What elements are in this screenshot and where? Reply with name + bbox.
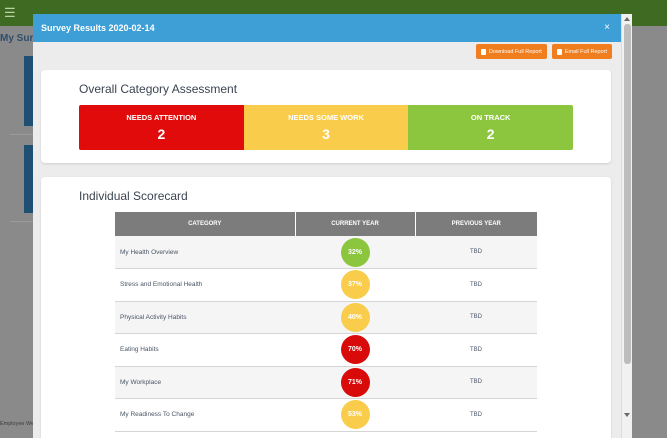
download-report-label: Download Full Report <box>488 48 542 55</box>
assessment-bar: NEEDS ATTENTION 2 NEEDS SOME WORK 3 ON T… <box>79 105 574 150</box>
individual-scorecard-panel: Individual Scorecard CATEGORY CURRENT YE… <box>41 177 611 438</box>
assessment-label: NEEDS ATTENTION <box>126 113 197 122</box>
table-row: My Health Overview 32% TBD <box>115 236 537 269</box>
panel-title: Individual Scorecard <box>79 189 188 203</box>
table-row: My Workplace 71% TBD <box>115 366 537 399</box>
previous-year-cell: TBD <box>415 268 537 302</box>
previous-year-cell: TBD <box>415 301 537 334</box>
download-report-button[interactable]: Download Full Report <box>475 44 547 59</box>
category-cell: Physical Activity Habits <box>115 301 295 334</box>
table-row: Eating Habits 70% TBD <box>115 333 537 367</box>
current-year-cell: 37% <box>295 268 415 302</box>
needs-some-work-cell: NEEDS SOME WORK 3 <box>243 105 409 150</box>
hamburger-menu-icon[interactable]: ☰ <box>4 5 16 20</box>
survey-results-modal: Survey Results 2020-02-14 × Download Ful… <box>33 14 632 438</box>
previous-year-cell: TBD <box>415 366 537 399</box>
table-header-row: CATEGORY CURRENT YEAR PREVIOUS YEAR <box>115 212 537 236</box>
overall-assessment-panel: Overall Category Assessment NEEDS ATTENT… <box>41 70 611 163</box>
scroll-up-arrow-icon[interactable] <box>624 17 630 21</box>
assessment-count: 2 <box>486 126 495 142</box>
current-year-cell: 40% <box>295 301 415 334</box>
score-badge: 32% <box>340 237 370 267</box>
category-cell: Stress and Emotional Health <box>115 268 295 302</box>
modal-scrollbar[interactable] <box>621 14 632 438</box>
score-badge: 70% <box>340 335 370 365</box>
score-badge: 53% <box>340 400 370 430</box>
panel-title: Overall Category Assessment <box>79 82 238 96</box>
close-icon[interactable]: × <box>604 22 610 33</box>
scorecard-table: CATEGORY CURRENT YEAR PREVIOUS YEAR My H… <box>115 212 537 432</box>
background-card <box>24 145 34 213</box>
file-icon <box>480 48 486 55</box>
score-badge: 71% <box>340 367 370 397</box>
column-header-current-year: CURRENT YEAR <box>295 212 416 236</box>
current-year-cell: 71% <box>295 366 415 399</box>
table-row: Stress and Emotional Health 37% TBD <box>115 268 537 302</box>
category-cell: My Workplace <box>115 366 295 399</box>
report-actions: Download Full Report Email Full Report <box>475 44 612 59</box>
scroll-thumb[interactable] <box>624 24 631 364</box>
email-report-button[interactable]: Email Full Report <box>551 44 612 59</box>
column-header-category: CATEGORY <box>115 212 296 236</box>
background-heading: My Surve <box>0 33 45 44</box>
background-card <box>24 56 34 126</box>
current-year-cell: 32% <box>295 236 415 269</box>
file-icon <box>556 48 562 55</box>
current-year-cell: 70% <box>295 333 415 367</box>
assessment-count: 3 <box>322 126 330 142</box>
previous-year-cell: TBD <box>415 333 537 367</box>
scroll-down-arrow-icon[interactable] <box>624 413 630 417</box>
needs-attention-cell: NEEDS ATTENTION 2 <box>79 105 244 150</box>
modal-header: Survey Results 2020-02-14 × <box>33 14 632 42</box>
current-year-cell: 53% <box>295 398 415 432</box>
assessment-label: NEEDS SOME WORK <box>288 113 364 122</box>
modal-title: Survey Results 2020-02-14 <box>41 23 155 33</box>
previous-year-cell: TBD <box>415 236 537 269</box>
category-cell: My Health Overview <box>115 236 295 269</box>
assessment-label: ON TRACK <box>470 113 511 122</box>
score-badge: 37% <box>340 270 370 300</box>
column-header-previous-year: PREVIOUS YEAR <box>415 212 537 236</box>
assessment-count: 2 <box>157 126 166 142</box>
on-track-cell: ON TRACK 2 <box>408 105 574 150</box>
score-badge: 40% <box>340 302 370 332</box>
previous-year-cell: TBD <box>415 398 537 432</box>
email-report-label: Email Full Report <box>564 48 607 55</box>
table-row: Physical Activity Habits 40% TBD <box>115 301 537 334</box>
category-cell: Eating Habits <box>115 333 295 367</box>
category-cell: My Readiness To Change <box>115 398 295 432</box>
table-row: My Readiness To Change 53% TBD <box>115 398 537 432</box>
